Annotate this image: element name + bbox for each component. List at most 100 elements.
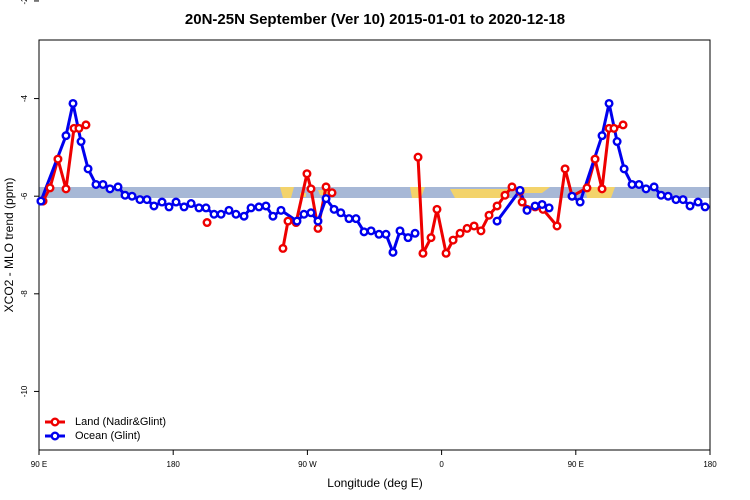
data-point <box>313 216 323 226</box>
data-point <box>142 195 152 205</box>
data-point <box>544 203 554 213</box>
data-point <box>91 179 101 189</box>
data-point <box>179 202 189 212</box>
data-point <box>671 195 681 205</box>
data-point <box>612 137 622 147</box>
data-point <box>292 216 302 226</box>
legend-marker <box>50 417 60 427</box>
data-point <box>135 195 145 205</box>
data-point <box>469 221 479 231</box>
data-point <box>567 191 577 201</box>
data-point <box>61 184 71 194</box>
data-point <box>299 209 309 219</box>
y-tick-label: -2 <box>20 0 29 5</box>
data-point <box>455 228 465 238</box>
legend: Land (Nadir&Glint) Ocean (Glint) <box>45 416 166 442</box>
map-strip <box>39 187 710 198</box>
data-point <box>366 226 376 236</box>
data-point <box>283 216 293 226</box>
data-point <box>693 197 703 207</box>
data-point <box>663 191 673 201</box>
data-point <box>441 248 451 258</box>
plot-frame <box>38 39 711 451</box>
data-point <box>522 205 532 215</box>
data-point <box>302 169 312 179</box>
data-point <box>359 227 369 237</box>
y-tick-label: -6 <box>20 192 29 200</box>
data-point <box>98 179 108 189</box>
data-point <box>537 199 547 209</box>
data-point <box>321 194 331 204</box>
data-point <box>278 243 288 253</box>
data-point <box>329 204 339 214</box>
y-axis-label: XCO2 - MLO trend (ppm) <box>2 178 16 313</box>
data-point <box>448 235 458 245</box>
data-point <box>476 226 486 236</box>
data-point <box>351 214 361 224</box>
data-point <box>186 199 196 209</box>
data-point <box>268 211 278 221</box>
data-point <box>395 226 405 236</box>
data-point <box>306 184 316 194</box>
x-tick-label: 90 E <box>31 460 47 469</box>
data-point <box>61 131 71 141</box>
data-point <box>462 223 472 233</box>
x-tick-label: 90 E <box>568 460 584 469</box>
x-axis-label: Longitude (deg E) <box>327 476 422 490</box>
legend-label: Ocean (Glint) <box>75 430 140 442</box>
data-point <box>36 196 46 206</box>
data-point <box>45 183 55 193</box>
legend-marker <box>50 431 60 441</box>
data-point <box>164 202 174 212</box>
data-point <box>374 229 384 239</box>
data-point <box>209 209 219 219</box>
data-point <box>313 223 323 233</box>
data-point <box>552 221 562 231</box>
data-point <box>81 120 91 130</box>
data-point <box>76 137 86 147</box>
x-tick-label: 0 <box>439 460 444 469</box>
data-point <box>560 164 570 174</box>
data-point <box>157 197 167 207</box>
data-point <box>276 205 286 215</box>
data-point <box>700 202 710 212</box>
data-point <box>678 195 688 205</box>
data-point <box>120 190 130 200</box>
data-point <box>105 184 115 194</box>
data-point <box>403 233 413 243</box>
data-point <box>74 123 84 133</box>
data-point <box>515 185 525 195</box>
data-point <box>492 216 502 226</box>
data-point <box>484 210 494 220</box>
data-point <box>194 203 204 213</box>
data-point <box>202 218 212 228</box>
data-point <box>685 201 695 211</box>
chart-title: 20N-25N September (Ver 10) 2015-01-01 to… <box>185 11 565 28</box>
data-point <box>597 184 607 194</box>
data-point <box>254 202 264 212</box>
data-point <box>201 203 211 213</box>
data-point <box>413 152 423 162</box>
data-point <box>627 179 637 189</box>
data-point <box>656 190 666 200</box>
data-point <box>239 211 249 221</box>
data-point <box>500 190 510 200</box>
data-point <box>327 188 337 198</box>
data-point <box>336 208 346 218</box>
data-point <box>68 98 78 108</box>
data-point <box>507 182 517 192</box>
data-point <box>530 201 540 211</box>
data-point <box>224 205 234 215</box>
data-point <box>597 131 607 141</box>
data-point <box>261 201 271 211</box>
x-tick-label: 90 W <box>298 460 317 469</box>
data-point <box>149 201 159 211</box>
data-point <box>609 123 619 133</box>
data-point <box>426 233 436 243</box>
data-point <box>113 182 123 192</box>
x-tick-label: 180 <box>703 460 717 469</box>
data-point <box>582 183 592 193</box>
data-point <box>649 182 659 192</box>
